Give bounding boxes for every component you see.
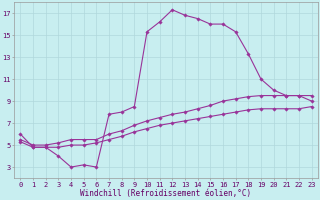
X-axis label: Windchill (Refroidissement éolien,°C): Windchill (Refroidissement éolien,°C) [80,189,252,198]
